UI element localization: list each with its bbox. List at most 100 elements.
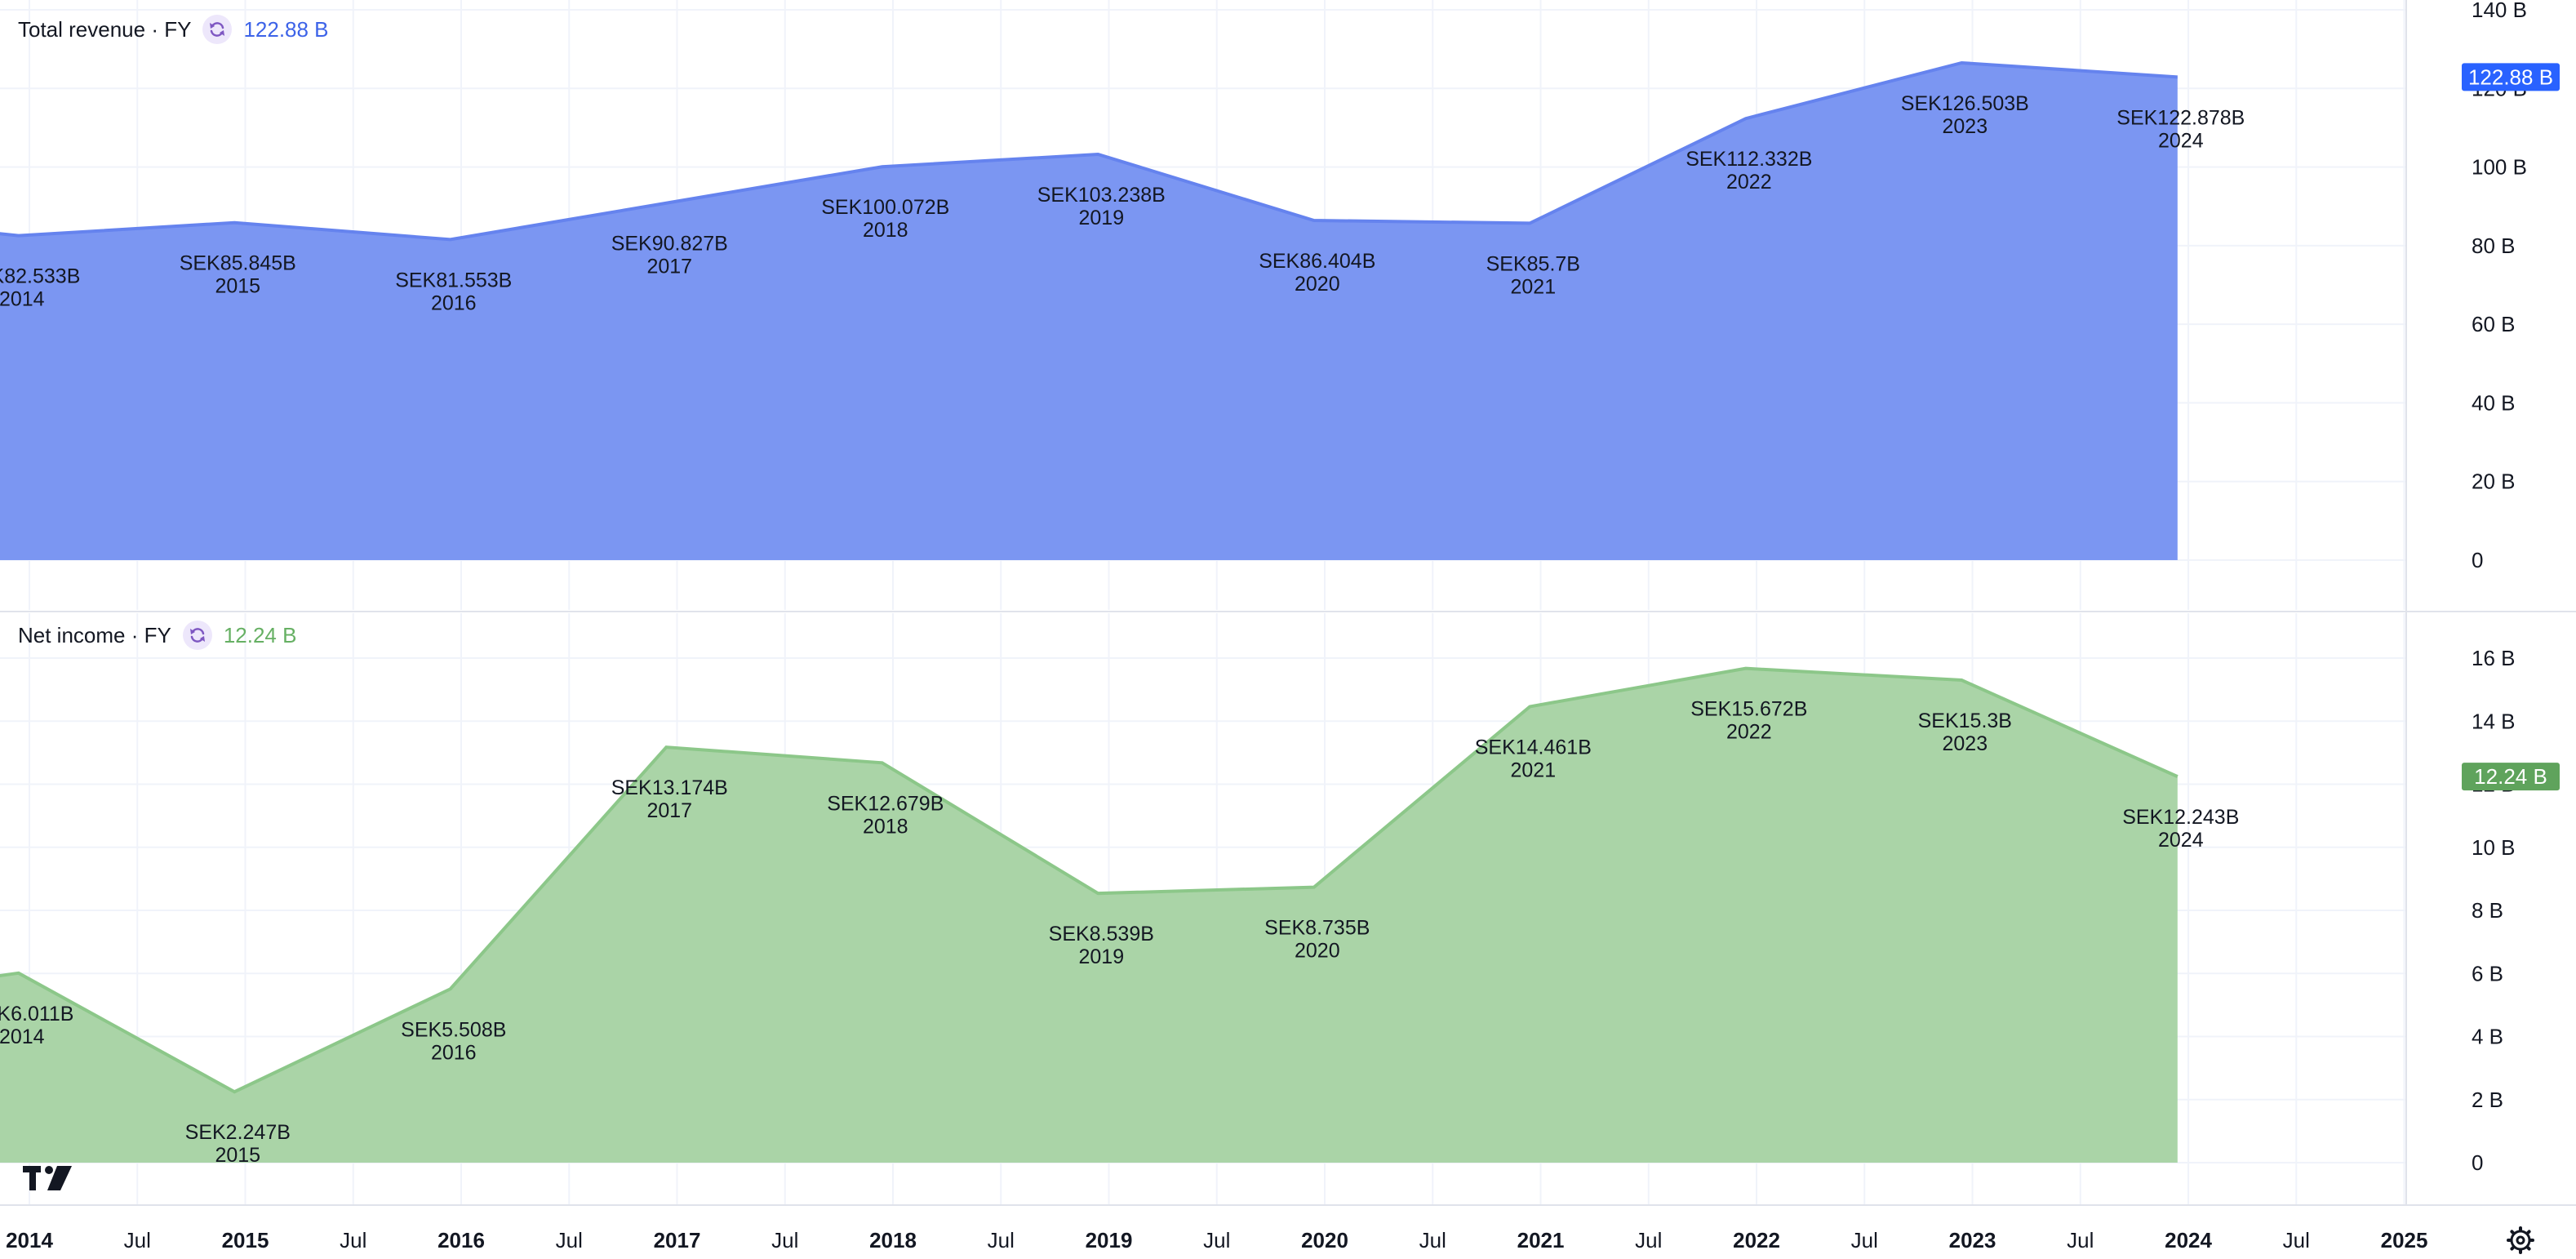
data-label-year: 2023 (1943, 115, 1988, 138)
data-label-year: 2017 (646, 799, 692, 822)
data-label: SEK6.011B (0, 1003, 73, 1025)
x-tick-label: Jul (1851, 1228, 1878, 1252)
data-label: SEK112.332B (1686, 148, 1812, 171)
price-tag-label: 12.24 B (2474, 764, 2547, 789)
data-label-year: 2014 (0, 288, 45, 311)
data-label: SEK85.7B (1486, 252, 1580, 275)
data-label-year: 2021 (1510, 275, 1556, 298)
y-tick-label: 14 B (2472, 709, 2516, 733)
y-tick-label: 4 B (2472, 1025, 2503, 1049)
x-tick-label: Jul (340, 1228, 366, 1252)
data-label: SEK122.878B (2116, 106, 2245, 129)
data-label: SEK12.679B (827, 792, 944, 815)
data-label: SEK13.174B (611, 776, 728, 799)
data-label: SEK85.845B (180, 252, 296, 275)
x-tick-label: 2016 (437, 1228, 485, 1252)
area-series-line (0, 666, 2178, 1094)
data-label: SEK86.404B (1259, 250, 1375, 273)
x-tick-label: 2015 (222, 1228, 269, 1252)
data-label-year: 2020 (1295, 273, 1340, 296)
y-tick-label: 2 B (2472, 1088, 2503, 1112)
x-tick-label: Jul (1635, 1228, 1662, 1252)
x-tick-label: 2022 (1733, 1228, 1780, 1252)
data-label-year: 2017 (646, 256, 692, 278)
data-label: SEK2.247B (185, 1121, 291, 1144)
y-tick-label: 6 B (2472, 961, 2503, 985)
data-label-year: 2018 (863, 815, 908, 838)
x-tick-label: 2021 (1517, 1228, 1565, 1252)
x-tick-label: 2020 (1301, 1228, 1348, 1252)
data-label-year: 2022 (1726, 171, 1772, 194)
data-label-year: 2024 (2158, 829, 2204, 852)
area-series[interactable] (0, 668, 2178, 1163)
data-label: SEK100.072B (821, 196, 949, 219)
data-label: SEK90.827B (611, 233, 728, 256)
refresh-icon[interactable] (202, 15, 233, 44)
y-tick-label: 80 B (2472, 234, 2516, 258)
data-label: SEK15.3B (1918, 710, 2012, 732)
data-label-year: 2018 (863, 219, 908, 242)
data-label-year: 2016 (431, 1041, 477, 1064)
x-tick-label: 2025 (2381, 1228, 2428, 1252)
revenue-legend-value: 122.88 B (243, 16, 329, 42)
price-tag (2462, 63, 2560, 91)
price-tag (2462, 763, 2560, 791)
area-series-line (0, 60, 2178, 242)
x-tick-label: 2019 (1086, 1228, 1133, 1252)
y-tick-label: 16 B (2472, 646, 2516, 670)
x-tick-label: Jul (556, 1228, 583, 1252)
x-tick-label: Jul (124, 1228, 151, 1252)
data-label-year: 2022 (1726, 721, 1772, 744)
y-tick-label: 10 B (2472, 835, 2516, 860)
area-series[interactable] (0, 62, 2178, 560)
net-income-legend[interactable]: Net income · FY 12.24 B (18, 621, 296, 650)
x-tick-label: Jul (2283, 1228, 2310, 1252)
x-tick-label: 2018 (869, 1228, 917, 1252)
x-tick-label: Jul (771, 1228, 798, 1252)
data-label-year: 2015 (215, 275, 260, 298)
data-label-year: 2019 (1078, 945, 1124, 968)
y-tick-label: 0 (2472, 548, 2483, 572)
data-label-year: 2016 (431, 291, 477, 314)
revenue-legend[interactable]: Total revenue · FY 122.88 B (18, 15, 329, 44)
x-tick-label: Jul (1203, 1228, 1230, 1252)
price-tag-label: 122.88 B (2468, 65, 2553, 89)
data-label-year: 2014 (0, 1025, 45, 1048)
x-tick-label: 2014 (6, 1228, 53, 1252)
refresh-icon[interactable] (182, 621, 212, 650)
data-label: SEK12.243B (2122, 806, 2239, 829)
y-tick-label: 40 B (2472, 390, 2516, 415)
revenue-legend-title: Total revenue · FY (18, 16, 192, 42)
data-label: SEK81.553B (395, 269, 512, 291)
data-label: SEK15.672B (1690, 698, 1807, 721)
data-label-year: 2024 (2158, 129, 2204, 152)
net-income-legend-value: 12.24 B (223, 622, 297, 647)
data-label-year: 2023 (1943, 732, 1988, 755)
y-tick-label: 8 B (2472, 898, 2503, 923)
data-label: SEK103.238B (1037, 184, 1166, 207)
data-label: SEK14.461B (1475, 736, 1592, 759)
y-tick-label: 0 (2472, 1150, 2483, 1175)
data-label: SEK82.533B (0, 265, 80, 288)
data-label: SEK8.735B (1264, 917, 1370, 940)
x-tick-label: Jul (2067, 1228, 2094, 1252)
x-tick-label: 2024 (2165, 1228, 2212, 1252)
data-label-year: 2019 (1078, 207, 1124, 229)
data-label-year: 2020 (1295, 940, 1340, 963)
y-tick-label: 60 B (2472, 312, 2516, 336)
data-label: SEK126.503B (1901, 92, 2029, 115)
data-label: SEK5.508B (401, 1018, 506, 1041)
data-label: SEK8.539B (1049, 923, 1154, 945)
y-tick-label: 20 B (2472, 469, 2516, 494)
x-tick-label: Jul (988, 1228, 1015, 1252)
x-tick-label: Jul (1419, 1228, 1446, 1252)
net-income-legend-title: Net income · FY (18, 622, 171, 647)
x-tick-label: 2017 (654, 1228, 701, 1252)
settings-gear-icon[interactable] (2507, 1226, 2534, 1254)
data-label-year: 2021 (1510, 759, 1556, 781)
y-tick-label: 100 B (2472, 155, 2527, 180)
data-label-year: 2015 (215, 1144, 260, 1167)
x-tick-label: 2023 (1949, 1228, 1996, 1252)
tradingview-logo[interactable] (23, 1166, 72, 1190)
